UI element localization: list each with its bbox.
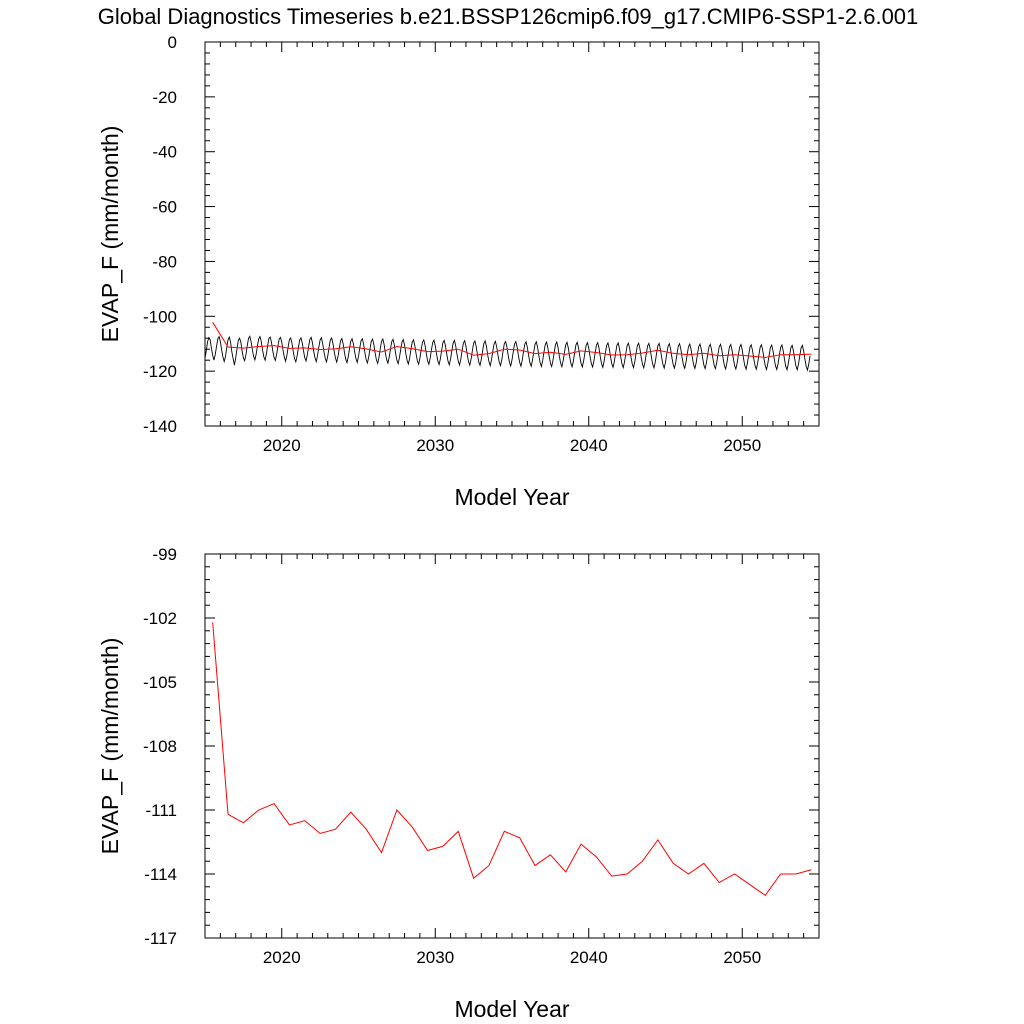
y-tick-label: -40 bbox=[152, 143, 177, 162]
figure-title: Global Diagnostics Timeseries b.e21.BSSP… bbox=[98, 4, 919, 29]
x-tick-label: 2030 bbox=[416, 948, 454, 967]
bottom-plot-frame bbox=[204, 553, 820, 939]
y-tick-label: -100 bbox=[143, 307, 177, 326]
top-plot-frame bbox=[204, 41, 820, 427]
monthly-series-line bbox=[204, 335, 811, 372]
x-tick-label: 2040 bbox=[570, 436, 608, 455]
bottom-x-axis-label: Model Year bbox=[454, 996, 569, 1022]
x-tick-label: 2050 bbox=[723, 948, 761, 967]
y-tick-label: -99 bbox=[152, 545, 177, 564]
y-tick-label: 0 bbox=[168, 33, 177, 52]
bottom-y-axis-label: EVAP_F (mm/month) bbox=[97, 638, 123, 855]
top-x-axis-label: Model Year bbox=[454, 484, 569, 510]
top-y-axis-label: EVAP_F (mm/month) bbox=[97, 126, 123, 343]
y-tick-label: -140 bbox=[143, 417, 177, 436]
y-tick-label: -108 bbox=[143, 737, 177, 756]
x-tick-label: 2050 bbox=[723, 436, 761, 455]
y-tick-label: -60 bbox=[152, 198, 177, 217]
x-tick-label: 2040 bbox=[570, 948, 608, 967]
y-tick-label: -105 bbox=[143, 673, 177, 692]
y-tick-label: -111 bbox=[145, 801, 177, 820]
y-tick-label: -120 bbox=[143, 362, 177, 381]
annual-series-line bbox=[212, 322, 812, 358]
top-panel: Model Year EVAP_F (mm/month) 2020 2030 204… bbox=[97, 33, 820, 510]
x-tick-label: 2020 bbox=[263, 436, 301, 455]
y-tick-label: -102 bbox=[143, 609, 177, 628]
x-tick-label: 2030 bbox=[416, 436, 454, 455]
y-tick-label: -80 bbox=[152, 252, 177, 271]
x-tick-label: 2020 bbox=[263, 948, 301, 967]
annual-series-line bbox=[212, 622, 812, 897]
y-tick-label: -117 bbox=[144, 929, 177, 948]
y-tick-label: -114 bbox=[144, 865, 177, 884]
bottom-panel: Model Year EVAP_F (mm/month) 2020 2030 204… bbox=[97, 545, 820, 1022]
y-tick-label: -20 bbox=[152, 88, 177, 107]
